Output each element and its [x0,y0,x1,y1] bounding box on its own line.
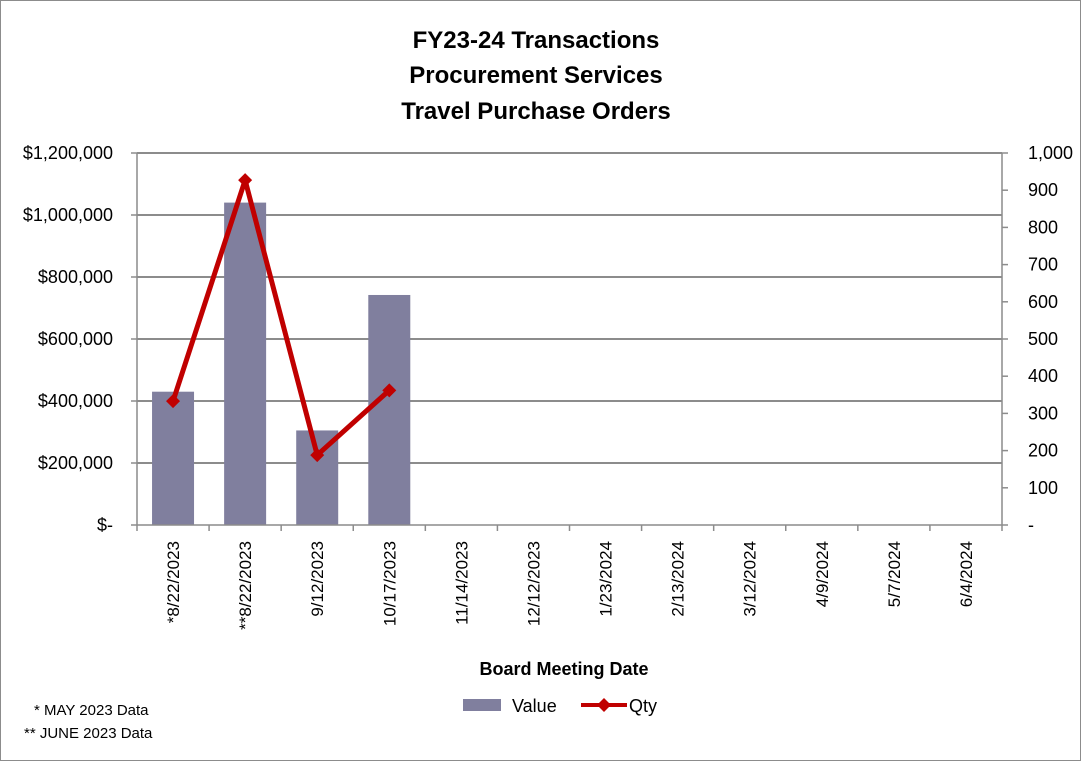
axes [131,152,1008,531]
value-bar [368,294,411,525]
x-axis-ticks: *8/22/2023 **8/22/2023 9/12/2023 10/17/2023… [164,541,976,630]
x-axis-title: Board Meeting Date [479,659,648,679]
x-tick-label: *8/22/2023 [164,541,183,623]
qty-line-series [166,173,397,463]
right-tick-label: 400 [1028,366,1058,386]
x-tick-label: 2/13/2024 [669,541,688,617]
qty-line [170,177,391,458]
left-axis-ticks: $- $200,000 $400,000 $600,000 $800,000 $1,000… [23,143,113,535]
x-tick-label: 1/23/2024 [597,541,616,617]
left-tick-label: $600,000 [38,329,113,349]
left-tick-label: $200,000 [38,453,113,473]
legend-value-swatch [463,699,501,711]
legend-value-label: Value [512,696,557,716]
right-tick-label: 900 [1028,180,1058,200]
right-tick-label: - [1028,515,1034,535]
value-bars [152,202,411,525]
right-axis-ticks: - 100 200 300 400 500 600 700 800 900 1,000 [1028,143,1073,535]
x-tick-label: 11/14/2023 [452,541,471,625]
left-tick-label: $1,000,000 [23,205,113,225]
right-tick-label: 200 [1028,441,1058,461]
left-tick-label: $400,000 [38,391,113,411]
x-tick-label: 9/12/2023 [308,541,327,617]
left-tick-label: $- [97,515,113,535]
legend-qty-label: Qty [629,696,657,716]
qty-point [310,448,325,463]
chart-title-line-2: Procurement Services [409,62,662,89]
chart-title: FY23-24 Transactions Procurement Service… [401,27,670,125]
gridlines [137,152,1002,464]
right-tick-label: 300 [1028,403,1058,423]
legend-qty-marker [597,698,611,712]
x-tick-label: 3/12/2024 [741,541,760,617]
right-tick-label: 800 [1028,217,1058,237]
value-bar [224,202,267,525]
legend: Value Qty [463,696,657,716]
left-tick-label: $1,200,000 [23,143,113,163]
x-tick-label: **8/22/2023 [236,541,255,630]
right-tick-label: 700 [1028,255,1058,275]
right-tick-label: 600 [1028,292,1058,312]
right-tick-label: 1,000 [1028,143,1073,163]
chart-title-line-3: Travel Purchase Orders [401,98,670,125]
right-tick-label: 100 [1028,478,1058,498]
x-tick-label: 6/4/2024 [957,541,976,607]
qty-point [382,383,397,398]
qty-point [166,394,181,409]
chart-title-line-1: FY23-24 Transactions [413,27,660,54]
footnote-may: * MAY 2023 Data [34,702,149,719]
x-tick-label: 10/17/2023 [380,541,399,626]
footnote-june: ** JUNE 2023 Data [24,725,153,742]
value-bar [152,391,195,525]
x-tick-label: 12/12/2023 [524,541,543,626]
qty-point [238,173,253,188]
right-tick-label: 500 [1028,329,1058,349]
left-tick-label: $800,000 [38,267,113,287]
x-tick-label: 4/9/2024 [813,541,832,607]
x-tick-label: 5/7/2024 [885,541,904,607]
